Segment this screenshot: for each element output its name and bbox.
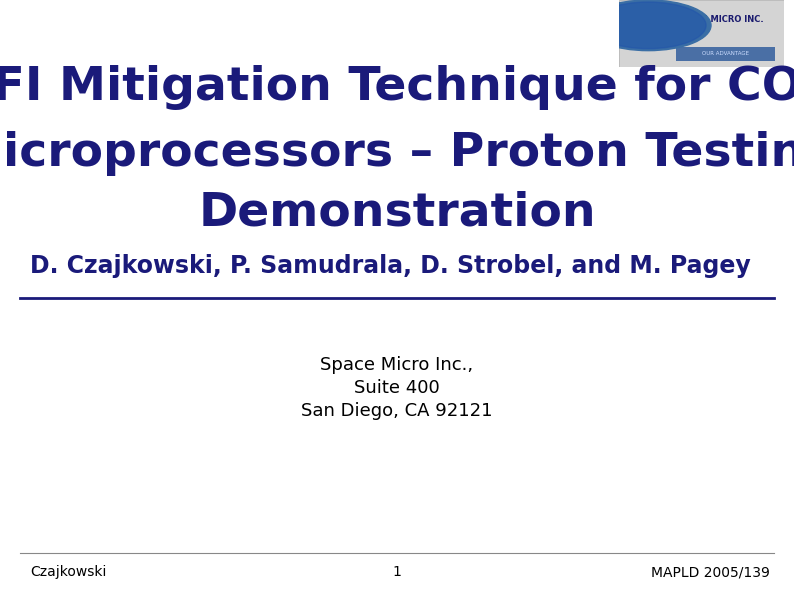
Text: Czajkowski: Czajkowski bbox=[30, 565, 106, 579]
Text: OUR ADVANTAGE: OUR ADVANTAGE bbox=[703, 52, 750, 57]
Text: 1: 1 bbox=[392, 565, 402, 579]
Circle shape bbox=[591, 2, 706, 49]
Text: MAPLD 2005/139: MAPLD 2005/139 bbox=[651, 565, 770, 579]
Text: Demonstration: Demonstration bbox=[198, 190, 596, 236]
Text: Suite 400: Suite 400 bbox=[354, 379, 440, 397]
Text: SPACE MICRO INC.: SPACE MICRO INC. bbox=[678, 15, 764, 24]
Text: Space Micro Inc.,: Space Micro Inc., bbox=[321, 356, 473, 374]
Circle shape bbox=[585, 0, 711, 51]
FancyBboxPatch shape bbox=[676, 46, 776, 61]
Text: San Diego, CA 92121: San Diego, CA 92121 bbox=[301, 402, 493, 420]
FancyBboxPatch shape bbox=[619, 0, 784, 67]
Text: Microprocessors – Proton Testing: Microprocessors – Proton Testing bbox=[0, 130, 794, 176]
Text: D. Czajkowski, P. Samudrala, D. Strobel, and M. Pagey: D. Czajkowski, P. Samudrala, D. Strobel,… bbox=[30, 254, 751, 278]
Text: SEFI Mitigation Technique for COTS: SEFI Mitigation Technique for COTS bbox=[0, 65, 794, 111]
